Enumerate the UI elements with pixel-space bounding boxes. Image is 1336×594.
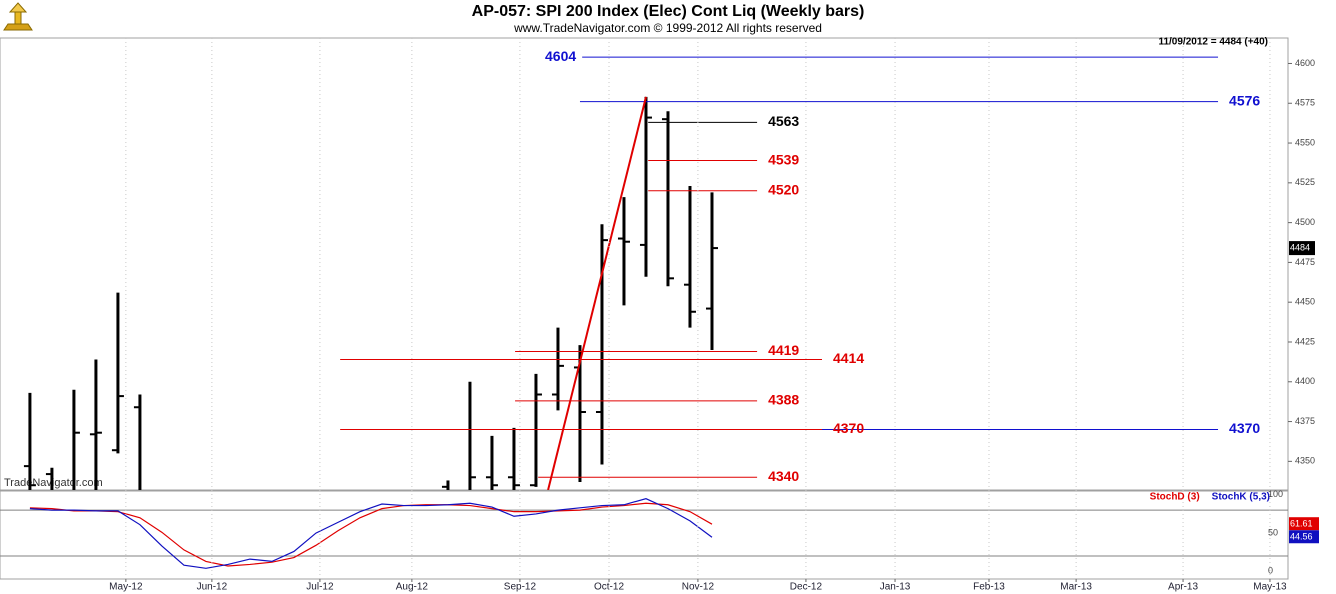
y-tick-label: 4500 [1295,217,1315,227]
y-tick-label: 4350 [1295,456,1315,466]
x-tick-label: Apr-13 [1168,582,1198,593]
trend-line [547,96,647,490]
x-tick-label: Feb-13 [973,582,1005,593]
last-value-box [1289,517,1319,531]
y-tick-label: 4475 [1295,257,1315,267]
logo [3,2,33,31]
last-price-label: 4484 [1290,242,1310,252]
legend-entry: StochK (5,3) [1212,492,1270,503]
x-tick-label: Jul-12 [306,582,334,593]
level-label: 4388 [768,392,799,408]
last-price-annotation: 11/09/2012 = 4484 (+40) [1158,37,1268,48]
stoch-line [29,498,713,569]
price-plot [23,56,1219,490]
y-tick-label: 0 [1268,566,1273,576]
level-label: 4539 [768,151,799,167]
y-tick-label: 4600 [1295,58,1315,68]
y-tick-label: 4575 [1295,98,1315,108]
level-label: 4340 [768,468,799,484]
y-tick-label: 4450 [1295,297,1315,307]
y-tick-label: 100 [1268,489,1283,499]
level-label: 4576 [1229,92,1260,108]
level-label: 4419 [768,342,799,358]
x-tick-label: Jun-12 [197,582,228,593]
y-tick-label: 4550 [1295,137,1315,147]
x-tick-label: Dec-12 [790,582,823,593]
last-price-box [1289,241,1315,256]
x-tick-label: Nov-12 [682,582,715,593]
last-value-label: 44.56 [1290,532,1313,542]
x-tick-label: Aug-12 [396,582,429,593]
last-value-label: 61.61 [1290,519,1313,529]
main-panel-frame [0,37,1289,491]
y-tick-label: 4525 [1295,177,1315,187]
chart-subtitle: www.TradeNavigator.com © 1999-2012 All r… [513,21,822,35]
level-label: 4414 [833,350,864,366]
chart-title: AP-057: SPI 200 Index (Elec) Cont Liq (W… [472,3,865,20]
sub-panel-frame [0,490,1289,580]
level-label: 4563 [768,113,799,129]
x-tick-label: Sep-12 [504,582,537,593]
x-tick-label: Jan-13 [880,582,911,593]
x-tick-label: Mar-13 [1060,582,1092,593]
level-label: 4604 [545,48,576,64]
y-tick-label: 4375 [1295,416,1315,426]
level-label: 4370 [833,420,864,436]
level-label: 4370 [1229,420,1260,436]
y-tick-label: 4400 [1295,376,1315,386]
x-tick-label: Oct-12 [594,582,624,593]
stoch-line [29,502,713,567]
last-value-box [1289,530,1319,544]
legend-entry: StochD (3) [1150,492,1200,503]
stoch-plot [0,498,1288,569]
level-label: 4520 [768,181,799,197]
x-tick-label: May-13 [1253,582,1287,593]
x-tick-label: May-12 [109,582,143,593]
y-tick-label: 50 [1268,527,1278,537]
y-tick-label: 4425 [1295,336,1315,346]
